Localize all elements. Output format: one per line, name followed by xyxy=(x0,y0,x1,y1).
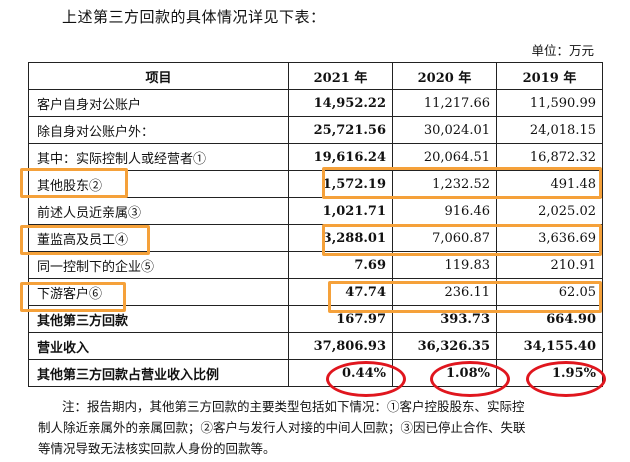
footnote-line-2: 制人除近亲属外的亲属回款；②客户与发行人对接的中间人回款；③因已停止合作、失联 xyxy=(38,420,526,435)
row-label: 其他股东② xyxy=(28,170,289,198)
header-2021: 2021 年 xyxy=(288,62,393,90)
value-2021: 7.69 xyxy=(288,251,393,279)
value-2019: 34,155.40 xyxy=(496,332,603,360)
row-label: 董监高及员工④ xyxy=(28,224,289,252)
header-2019: 2019 年 xyxy=(496,62,603,90)
value-2019: 664.90 xyxy=(496,305,603,333)
value-2020: 30,024.01 xyxy=(392,116,497,144)
value-2020: 20,064.51 xyxy=(392,143,497,171)
value-2021: 0.44% xyxy=(288,359,393,387)
value-2019: 491.48 xyxy=(496,170,603,198)
table-row: 其他股东② 1,572.19 1,232.52 491.48 xyxy=(28,170,603,198)
value-2019: 210.91 xyxy=(496,251,603,279)
value-2021: 167.97 xyxy=(288,305,393,333)
header-item: 项目 xyxy=(28,62,289,90)
unit-label: 单位：万元 xyxy=(531,43,594,58)
value-2021: 25,721.56 xyxy=(288,116,393,144)
value-2020: 393.73 xyxy=(392,305,497,333)
row-label: 前述人员近亲属③ xyxy=(28,197,289,225)
row-label: 同一控制下的企业⑤ xyxy=(28,251,289,279)
table-row: 客户自身对公账户 14,952.22 11,217.66 11,590.99 xyxy=(28,89,603,117)
row-label: 其他第三方回款 xyxy=(28,305,289,333)
value-2021: 37,806.93 xyxy=(288,332,393,360)
footnote: 注：报告期内，其他第三方回款的主要类型包括如下情况：①客户控股股东、实际控 制人… xyxy=(38,396,598,459)
table-row: 同一控制下的企业⑤ 7.69 119.83 210.91 xyxy=(28,251,603,279)
value-2020: 119.83 xyxy=(392,251,497,279)
row-label: 除自身对公账户外： xyxy=(28,116,289,144)
table-row: 除自身对公账户外： 25,721.56 30,024.01 24,018.15 xyxy=(28,116,603,144)
value-2021: 1,572.19 xyxy=(288,170,393,198)
value-2019: 11,590.99 xyxy=(496,89,603,117)
table-row: 其他第三方回款 167.97 393.73 664.90 xyxy=(28,305,603,333)
row-label: 客户自身对公账户 xyxy=(28,89,289,117)
value-2021: 1,021.71 xyxy=(288,197,393,225)
value-2020: 36,326.35 xyxy=(392,332,497,360)
value-2020: 236.11 xyxy=(392,278,497,306)
value-2021: 3,288.01 xyxy=(288,224,393,252)
table-row: 营业收入 37,806.93 36,326.35 34,155.40 xyxy=(28,332,603,360)
table-row: 其他第三方回款占营业收入比例 0.44% 1.08% 1.95% xyxy=(28,359,603,387)
value-2021: 47.74 xyxy=(288,278,393,306)
value-2020: 916.46 xyxy=(392,197,497,225)
row-label: 其他第三方回款占营业收入比例 xyxy=(28,359,289,387)
value-2020: 7,060.87 xyxy=(392,224,497,252)
row-label: 其中：实际控制人或经营者① xyxy=(28,143,289,171)
table-header-row: 项目 2021 年 2020 年 2019 年 xyxy=(28,62,603,90)
row-label: 下游客户⑥ xyxy=(28,278,289,306)
value-2019: 1.95% xyxy=(496,359,603,387)
table-row: 下游客户⑥ 47.74 236.11 62.05 xyxy=(28,278,603,306)
value-2019: 3,636.69 xyxy=(496,224,603,252)
intro-text: 上述第三方回款的具体情况详见下表： xyxy=(62,8,326,26)
value-2019: 62.05 xyxy=(496,278,603,306)
footnote-line-3: 等情况导致无法核实回款人身份的回款等。 xyxy=(38,441,276,456)
row-label: 营业收入 xyxy=(28,332,289,360)
value-2019: 16,872.32 xyxy=(496,143,603,171)
footnote-line-1: 注：报告期内，其他第三方回款的主要类型包括如下情况：①客户控股股东、实际控 xyxy=(62,399,525,414)
third-party-payment-table: 项目 2021 年 2020 年 2019 年 客户自身对公账户 14,952.… xyxy=(28,62,603,387)
value-2019: 24,018.15 xyxy=(496,116,603,144)
table-row: 董监高及员工④ 3,288.01 7,060.87 3,636.69 xyxy=(28,224,603,252)
value-2020: 1,232.52 xyxy=(392,170,497,198)
table-row: 其中：实际控制人或经营者① 19,616.24 20,064.51 16,872… xyxy=(28,143,603,171)
table-row: 前述人员近亲属③ 1,021.71 916.46 2,025.02 xyxy=(28,197,603,225)
header-2020: 2020 年 xyxy=(392,62,497,90)
value-2021: 19,616.24 xyxy=(288,143,393,171)
value-2021: 14,952.22 xyxy=(288,89,393,117)
value-2020: 1.08% xyxy=(392,359,497,387)
value-2020: 11,217.66 xyxy=(392,89,497,117)
value-2019: 2,025.02 xyxy=(496,197,603,225)
